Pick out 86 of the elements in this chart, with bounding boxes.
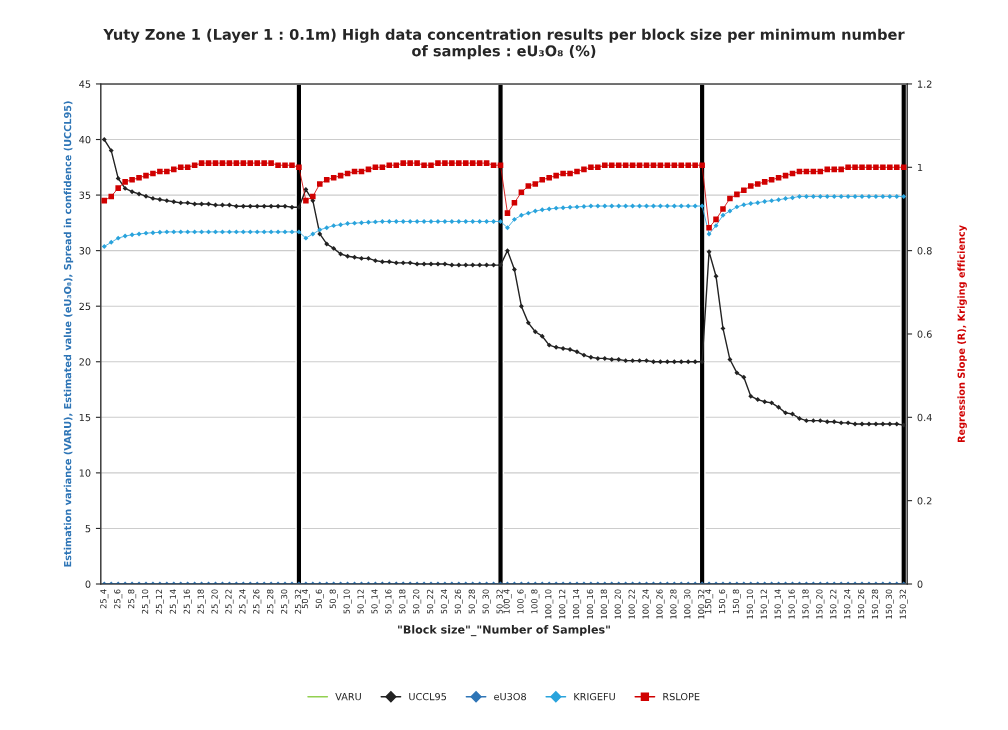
x-tick-label: 100_22	[628, 589, 637, 619]
x-tick-label: 25_26	[253, 589, 262, 614]
x-tick-label: 100_26	[656, 589, 665, 619]
x-tick-label: 25_30	[280, 589, 290, 614]
x-tick-label: 150_10	[746, 589, 755, 619]
y2-tick-label: 0	[917, 580, 923, 588]
x-tick-label: 50_22	[426, 589, 436, 614]
legend-label: RSLOPE	[663, 692, 700, 701]
x-tick-label: 150_22	[830, 589, 839, 619]
x-tick-label: 100_8	[531, 589, 540, 614]
y-tick-label: 20	[79, 358, 91, 366]
x-tick-label: 100_18	[600, 589, 609, 619]
x-tick-label: 25_8	[128, 589, 137, 609]
x-tick-label: 50_18	[399, 589, 408, 614]
x-tick-label: 100_4	[503, 589, 512, 614]
x-tick-label: 100_24	[642, 589, 651, 619]
legend-label: UCCL95	[409, 692, 447, 701]
x-tick-label: 25_20	[211, 589, 220, 614]
x-tick-label: 25_6	[114, 589, 123, 609]
x-axis-title: "Block size"_"Number of Samples"	[398, 625, 610, 637]
x-tick-label: 25_32	[294, 589, 303, 614]
y2-tick-label: 1	[917, 163, 923, 171]
x-tick-label: 25_12	[155, 589, 164, 614]
x-tick-label: 150_12	[760, 589, 769, 619]
y2-axis-title: Regression Slope (R), Kriging efficiency	[957, 225, 967, 443]
x-tick-label: 25_22	[225, 589, 234, 614]
x-tick-label: 50_20	[413, 589, 422, 614]
y2-tick-label: 1.2	[917, 80, 932, 88]
x-tick-label: 50_28	[468, 589, 477, 614]
x-tick-label: 25_24	[239, 589, 248, 614]
legend-label: eU3O8	[494, 692, 527, 701]
y-tick-label: 25	[79, 302, 91, 311]
chart-title: Yuty Zone 1 (Layer 1 : 0.1m) High data concentration results per block size per minimum number of samples : eU₃O₈ (%)	[103, 28, 905, 60]
y-tick-label: 5	[85, 525, 91, 533]
y-tick-label: 40	[79, 135, 91, 144]
x-tick-label: 150_8	[732, 589, 741, 614]
x-tick-label: 50_12	[357, 589, 366, 614]
x-tick-label: 100_30	[684, 589, 693, 619]
x-tick-label: 100_32	[698, 589, 707, 619]
y2-tick-label: 0.4	[917, 413, 932, 422]
x-tick-label: 25_18	[197, 589, 206, 614]
y-tick-label: 30	[79, 247, 91, 255]
x-tick-label: 50_16	[385, 589, 394, 614]
x-tick-label: 150_20	[816, 589, 825, 619]
x-tick-label: 25_14	[169, 589, 178, 614]
y2-tick-label: 0.6	[917, 330, 932, 338]
x-tick-label: 150_30	[885, 589, 894, 619]
x-tick-label: 150_28	[871, 589, 880, 619]
x-tick-label: 50_32	[496, 589, 505, 614]
x-tick-label: 150_24	[844, 589, 853, 619]
legend-label: KRIGEFU	[574, 692, 615, 701]
x-tick-label: 50_10	[343, 589, 352, 614]
x-tick-label: 100_14	[572, 589, 582, 619]
y2-tick-label: 0.8	[917, 247, 932, 255]
y-tick-label: 35	[79, 191, 91, 199]
y-tick-label: 15	[79, 413, 91, 422]
x-tick-label: 25_28	[267, 589, 276, 614]
x-tick-label: 50_8	[329, 589, 338, 609]
x-tick-label: 150_4	[705, 589, 714, 614]
y-tick-label: 10	[79, 469, 91, 477]
x-tick-label: 25_16	[183, 589, 192, 614]
x-tick-label: 100_12	[559, 589, 568, 619]
x-tick-label: 25_10	[141, 589, 151, 614]
x-tick-label: 150_14	[774, 589, 783, 619]
x-tick-label: 150_32	[899, 589, 908, 619]
y2-tick-label: 0.2	[917, 497, 932, 505]
x-tick-label: 150_18	[802, 589, 811, 619]
x-tick-label: 50_24	[440, 589, 449, 614]
x-tick-label: 100_16	[586, 589, 595, 619]
x-tick-label: 50_4	[301, 589, 310, 609]
y-tick-label: 45	[79, 80, 91, 88]
x-tick-label: 150_6	[718, 589, 728, 614]
x-tick-label: 50_26	[454, 589, 463, 614]
x-tick-label: 150_26	[857, 589, 867, 619]
x-tick-label: 150_16	[788, 589, 797, 619]
x-tick-label: 50_14	[371, 589, 380, 614]
x-tick-label: 50_30	[482, 589, 491, 614]
legend-label: VARU	[335, 693, 361, 701]
x-tick-label: 25_4	[100, 589, 109, 609]
x-tick-label: 50_6	[315, 589, 324, 609]
x-tick-label: 100_20	[614, 589, 623, 619]
x-tick-label: 100_6	[517, 589, 526, 614]
y-axis-title: Estimation variance (VARU), Estimated value (eU₃O₈), Spread in confidence (UCCL95)	[63, 101, 74, 567]
y-tick-label: 0	[85, 580, 91, 588]
x-tick-label: 100_10	[545, 589, 554, 619]
x-tick-label: 100_28	[670, 589, 679, 619]
